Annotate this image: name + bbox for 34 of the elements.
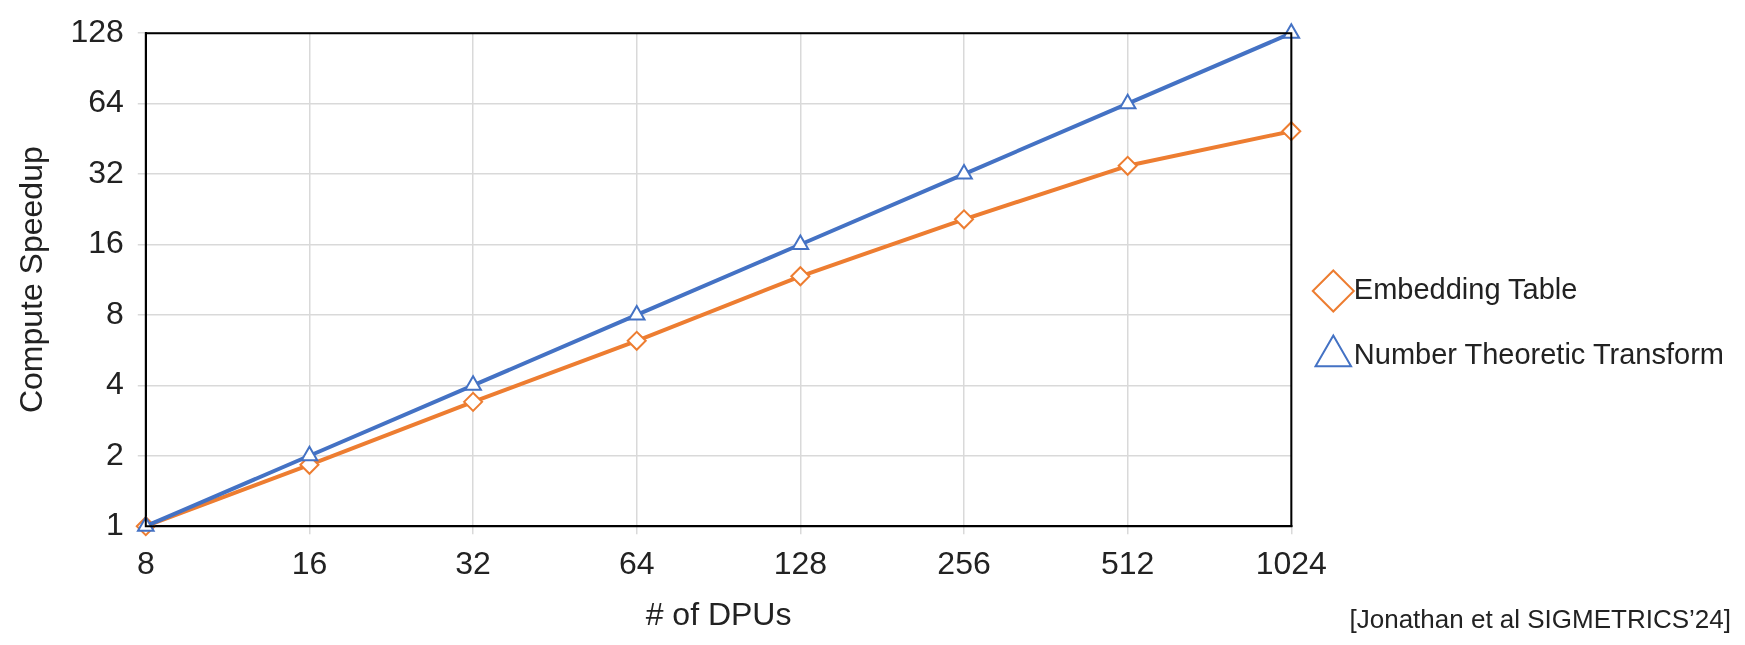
point — [464, 375, 482, 391]
point — [627, 304, 646, 321]
y-tick-label: 8 — [105, 294, 124, 331]
y-tick-label: 2 — [105, 435, 124, 472]
x-tick-label: 1024 — [1255, 545, 1327, 582]
y-tick-label: 1 — [105, 506, 124, 543]
x-tick-label: 16 — [291, 545, 328, 582]
x-axis-title: # of DPUs — [645, 595, 792, 632]
x-tick-label: 32 — [455, 545, 491, 582]
y-tick-label: 16 — [88, 224, 124, 261]
x-tick-label: 8 — [136, 545, 155, 582]
y-axis-title: Compute Speedup — [13, 146, 50, 414]
x-tick-label: 512 — [1100, 545, 1155, 582]
y-tick-label: 32 — [88, 153, 124, 190]
point — [300, 445, 319, 462]
x-tick-label: 256 — [937, 545, 991, 582]
point — [955, 164, 973, 180]
x-tick-label: 64 — [618, 545, 655, 582]
point — [626, 330, 647, 351]
point — [1117, 155, 1138, 176]
y-tick-label: 128 — [70, 13, 124, 50]
y-tick-label: 64 — [88, 83, 124, 120]
y-tick-label: 4 — [105, 365, 124, 402]
x-tick-label: 128 — [773, 545, 828, 582]
point — [137, 516, 155, 532]
point — [1282, 23, 1301, 39]
point — [1118, 93, 1137, 110]
point — [790, 266, 811, 287]
text: [Jonathan et al SIGMETRICS’24] — [1349, 604, 1731, 635]
point — [954, 209, 975, 230]
legend-label: Embedding Table — [1353, 273, 1578, 305]
legend-label: Number Theoretic Transform — [1353, 338, 1724, 370]
point — [463, 391, 484, 412]
point — [791, 234, 810, 250]
